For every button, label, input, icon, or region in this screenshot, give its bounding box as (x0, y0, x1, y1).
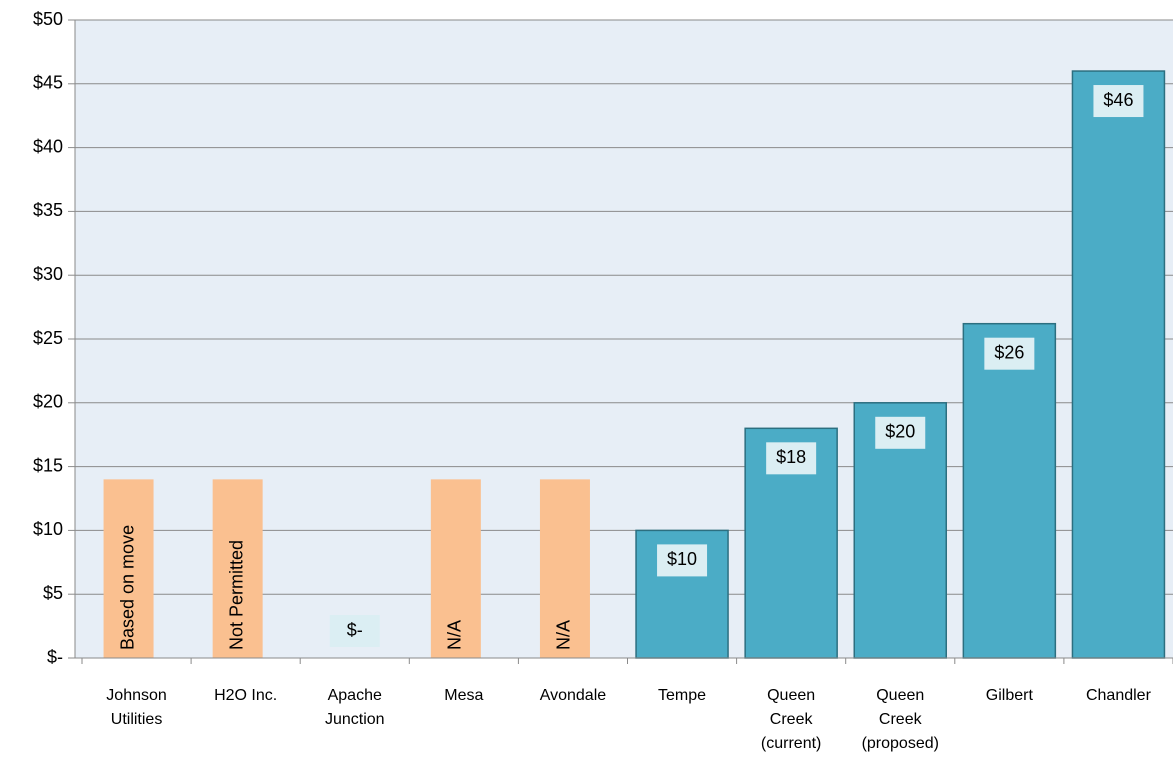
data-label: $18 (776, 447, 806, 467)
note-label: Based on move (117, 525, 137, 650)
bar (1071, 70, 1166, 659)
x-tick-label: Johnson Utilities (106, 687, 167, 728)
x-tick-label: Mesa (444, 687, 484, 704)
x-tick-label: Tempe (658, 687, 707, 704)
y-tick-label: $10 (33, 519, 63, 539)
y-tick-label: $40 (33, 136, 63, 156)
label-box (657, 544, 708, 577)
x-tick-label: H2O Inc. (214, 687, 278, 704)
data-label: $46 (1103, 90, 1133, 110)
x-tick-label: Apache Junction (324, 687, 385, 728)
data-label: $20 (885, 422, 915, 442)
y-tick-label: $35 (33, 200, 63, 220)
label-box (984, 337, 1035, 370)
label-box (329, 615, 380, 647)
y-tick-label: $5 (43, 583, 63, 603)
note-bar (430, 479, 481, 658)
label-box (766, 442, 817, 475)
y-tick-label: $15 (33, 455, 63, 475)
x-tick-label: Gilbert (985, 687, 1033, 704)
x-tick-label: Queen Creek (proposed) (861, 687, 939, 752)
x-tick-label: Avondale (539, 687, 607, 704)
y-tick-label: $45 (33, 73, 63, 93)
data-label: $10 (667, 549, 697, 569)
note-bar (212, 479, 263, 658)
y-tick-label: $50 (33, 9, 63, 29)
note-label: Not Permitted (226, 540, 246, 650)
x-tick-label: Chandler (1085, 687, 1151, 704)
y-tick-label: $25 (33, 328, 63, 348)
note-bar (539, 479, 590, 658)
y-tick-label: $- (47, 647, 63, 667)
label-box (1093, 85, 1144, 118)
x-tick-label: Queen Creek (current) (760, 687, 822, 752)
y-tick-label: $30 (33, 264, 63, 284)
data-label: $- (347, 620, 363, 640)
data-label: $26 (994, 342, 1024, 362)
bar (962, 322, 1057, 659)
note-label: N/A (445, 620, 465, 650)
note-bar (103, 479, 154, 658)
label-box (875, 416, 926, 449)
note-label: N/A (554, 620, 574, 650)
y-tick-label: $20 (33, 392, 63, 412)
